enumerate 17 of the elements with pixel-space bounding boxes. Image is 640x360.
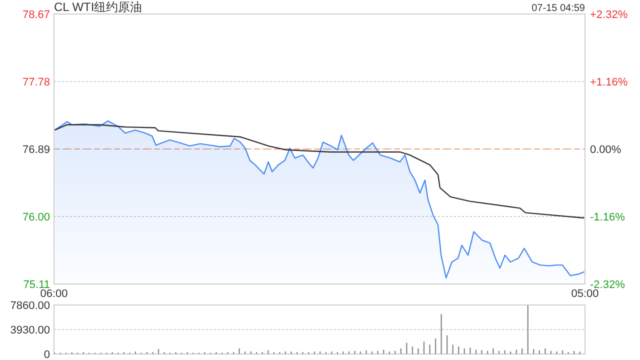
y-tick-label: 77.78 bbox=[22, 76, 50, 88]
y-tick-label: 7860.00 bbox=[10, 300, 50, 312]
y2-tick-label: +1.16% bbox=[590, 76, 628, 88]
y2-tick-label: +2.32% bbox=[590, 9, 628, 21]
y-tick-label: 76.89 bbox=[22, 144, 50, 156]
x-tick-label: 06:00 bbox=[40, 288, 68, 300]
y-tick-label: 78.67 bbox=[22, 9, 50, 21]
y2-tick-label: -2.32% bbox=[590, 279, 626, 291]
y-tick-label: 3930.00 bbox=[10, 324, 50, 336]
y-tick-label: 0 bbox=[44, 349, 50, 360]
chart-title: CL WTI纽约原油 bbox=[54, 0, 142, 14]
y2-tick-label: -1.16% bbox=[590, 212, 626, 224]
x-tick-label: 05:00 bbox=[571, 288, 599, 300]
y2-tick-label: 0.00% bbox=[590, 144, 622, 156]
y-tick-label: 75.11 bbox=[23, 279, 50, 291]
annotation: 07-15 04:59 bbox=[532, 3, 586, 14]
y-tick-label: 76.00 bbox=[22, 212, 50, 224]
